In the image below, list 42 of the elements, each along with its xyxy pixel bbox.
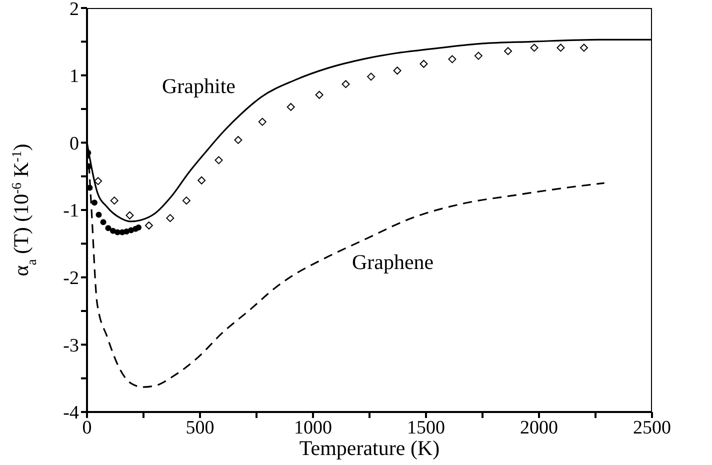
point xyxy=(105,225,112,232)
point xyxy=(91,200,98,206)
y-tick-label: -4 xyxy=(63,402,80,424)
x-tick-label: 500 xyxy=(186,417,214,438)
y-tick-label: 2 xyxy=(70,0,79,20)
x-tick-label: 1500 xyxy=(407,417,445,438)
point xyxy=(342,80,350,88)
point xyxy=(100,219,106,226)
point xyxy=(182,196,190,205)
annotation: Graphene xyxy=(352,250,434,275)
point xyxy=(420,60,428,68)
point xyxy=(94,177,102,186)
x-tick-label: 1000 xyxy=(294,417,332,438)
point xyxy=(448,55,456,64)
point xyxy=(286,102,295,111)
point xyxy=(315,90,324,99)
point xyxy=(474,52,482,60)
y-tick-label: -1 xyxy=(63,200,79,222)
point xyxy=(556,44,565,52)
y-tick-label: -2 xyxy=(63,268,79,290)
y-tick-label: 1 xyxy=(70,66,79,88)
point xyxy=(530,44,538,52)
point xyxy=(234,136,242,144)
point xyxy=(198,176,206,184)
point xyxy=(110,196,118,205)
point xyxy=(166,214,174,222)
x-axis-title: Temperature (K) xyxy=(299,436,440,460)
point xyxy=(580,44,588,52)
annotation: Graphite xyxy=(162,74,236,99)
point xyxy=(126,211,134,220)
y-tick-label: -3 xyxy=(63,335,79,356)
point xyxy=(393,66,402,75)
x-tick-label: 2500 xyxy=(633,417,671,438)
point xyxy=(214,156,223,164)
point xyxy=(258,118,266,126)
point xyxy=(136,224,142,231)
point xyxy=(504,47,512,56)
x-tick-label: 2000 xyxy=(520,417,558,438)
point xyxy=(144,221,153,230)
point xyxy=(96,212,102,218)
y-tick-label: 0 xyxy=(70,133,79,154)
point xyxy=(367,72,376,81)
